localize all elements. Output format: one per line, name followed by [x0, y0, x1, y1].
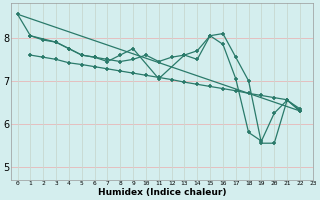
X-axis label: Humidex (Indice chaleur): Humidex (Indice chaleur) — [98, 188, 226, 197]
